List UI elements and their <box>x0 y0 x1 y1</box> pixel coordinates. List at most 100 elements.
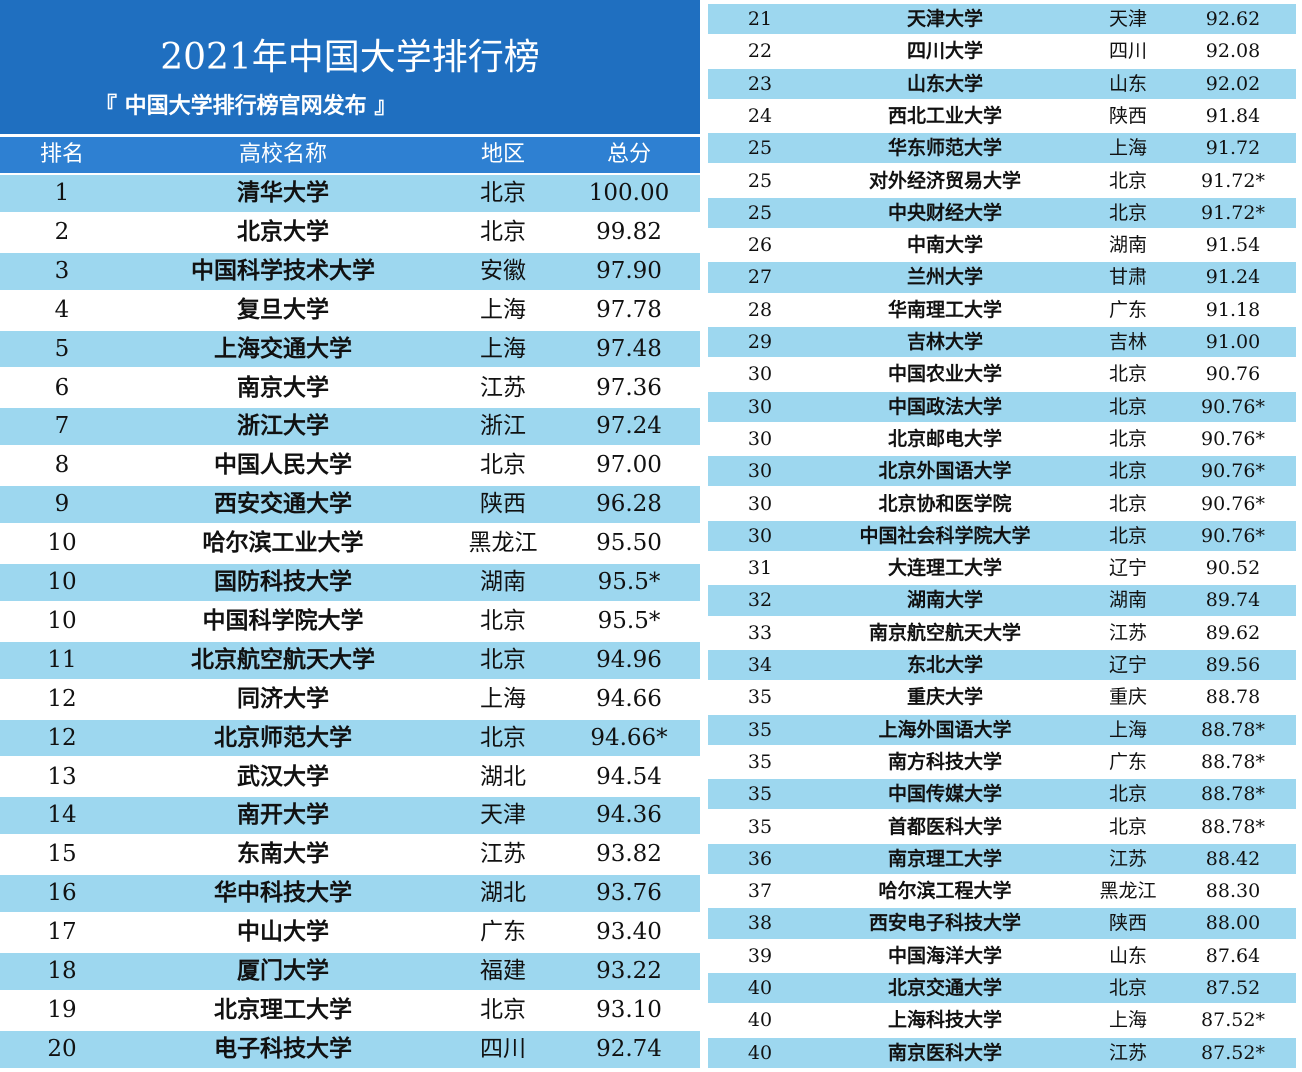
table-row: 25 华东师范大学 上海 91.72 <box>708 133 1296 164</box>
region: 湖南 <box>1108 234 1148 257</box>
score: 94.96 <box>596 646 662 673</box>
rank: 12 <box>47 724 77 751</box>
school-name: 浙江大学 <box>237 412 329 440</box>
rank: 25 <box>747 201 773 224</box>
school-name: 南京医科大学 <box>887 1041 1003 1064</box>
region: 辽宁 <box>1108 557 1148 580</box>
region: 江苏 <box>1108 847 1148 870</box>
region: 陕西 <box>1108 104 1148 127</box>
rank: 30 <box>747 363 773 386</box>
region: 江苏 <box>480 374 526 401</box>
school-name: 中国科学院大学 <box>202 606 364 634</box>
table-row: 18 厦门大学 福建 93.22 <box>0 953 700 990</box>
school-name: 华南理工大学 <box>887 298 1003 321</box>
table-row: 1 清华大学 北京 100.00 <box>0 175 700 212</box>
rank: 13 <box>47 763 77 790</box>
table-row: 8 中国人民大学 北京 97.00 <box>0 447 700 485</box>
rank: 25 <box>747 169 773 192</box>
rank: 40 <box>747 977 773 999</box>
score: 95.5* <box>597 607 661 634</box>
rank: 12 <box>47 685 77 712</box>
rank: 7 <box>54 413 70 440</box>
school-name: 北京航空航天大学 <box>191 645 375 673</box>
school-name: 南京大学 <box>237 373 329 401</box>
table-row: 30 北京邮电大学 北京 90.76* <box>708 423 1296 455</box>
school-name: 南京理工大学 <box>887 847 1003 870</box>
region: 北京 <box>1108 460 1148 483</box>
rank: 27 <box>747 266 773 289</box>
region: 江苏 <box>1108 621 1148 644</box>
score: 90.76 <box>1205 363 1261 386</box>
rank: 37 <box>747 880 773 903</box>
region: 浙江 <box>480 413 526 440</box>
rank: 5 <box>54 335 70 362</box>
rank: 22 <box>747 40 773 63</box>
rank: 33 <box>747 621 773 644</box>
school-name: 天津大学 <box>906 8 984 30</box>
score: 97.36 <box>596 374 662 401</box>
school-name: 哈尔滨工业大学 <box>202 529 364 557</box>
region: 北京 <box>480 180 526 206</box>
school-name: 重庆大学 <box>906 686 984 709</box>
rank: 11 <box>47 646 77 673</box>
region: 天津 <box>1108 8 1148 30</box>
score: 91.18 <box>1205 298 1261 321</box>
region: 吉林 <box>1108 331 1148 353</box>
score: 92.02 <box>1205 72 1261 95</box>
table-row: 30 中国政法大学 北京 90.76* <box>708 391 1296 422</box>
school-name: 南京航空航天大学 <box>868 621 1022 644</box>
score: 90.76* <box>1201 492 1265 515</box>
table-row: 37 哈尔滨工程大学 黑龙江 88.30 <box>708 876 1296 907</box>
table-row: 20 电子科技大学 四川 92.74 <box>0 1030 700 1068</box>
region: 上海 <box>480 685 526 712</box>
table-row: 36 南京理工大学 江苏 88.42 <box>708 843 1296 875</box>
region: 北京 <box>480 724 526 751</box>
table-row: 40 南京医科大学 江苏 87.52* <box>708 1037 1296 1068</box>
region: 北京 <box>1108 977 1148 999</box>
region: 北京 <box>1108 395 1148 418</box>
rank: 28 <box>747 298 773 321</box>
table-row: 5 上海交通大学 上海 97.48 <box>0 330 700 368</box>
region: 北京 <box>1108 363 1148 386</box>
region: 北京 <box>480 452 526 479</box>
table-row: 19 北京理工大学 北京 93.10 <box>0 991 700 1029</box>
rank: 16 <box>47 880 77 907</box>
school-name: 山东大学 <box>906 72 984 95</box>
score: 93.76 <box>596 880 662 907</box>
school-name: 武汉大学 <box>237 762 329 790</box>
region: 上海 <box>1108 1009 1148 1032</box>
table-row: 30 中国农业大学 北京 90.76 <box>708 359 1296 390</box>
school-name: 北京师范大学 <box>214 723 352 751</box>
table-row: 29 吉林大学 吉林 91.00 <box>708 327 1296 358</box>
table-row: 23 山东大学 山东 92.02 <box>708 68 1296 99</box>
score: 92.08 <box>1205 40 1261 63</box>
table-row: 24 西北工业大学 陕西 91.84 <box>708 100 1296 132</box>
column-header: 地区 <box>480 142 526 167</box>
table-row: 35 首都医科大学 北京 88.78* <box>708 811 1296 842</box>
rank: 36 <box>747 847 773 870</box>
table-row: 3 中国科学技术大学 安徽 97.90 <box>0 252 700 290</box>
table-row: 26 中南大学 湖南 91.54 <box>708 230 1296 261</box>
table-row: 22 四川大学 四川 92.08 <box>708 36 1296 67</box>
rank: 34 <box>747 654 773 676</box>
score: 95.5* <box>597 569 661 595</box>
rank: 40 <box>747 1041 773 1064</box>
school-name: 西安交通大学 <box>214 490 352 518</box>
rank: 4 <box>54 296 70 323</box>
table-row: 11 北京航空航天大学 北京 94.96 <box>0 641 700 679</box>
rank: 24 <box>747 104 773 127</box>
table-row: 10 哈尔滨工业大学 黑龙江 95.50 <box>0 525 700 562</box>
school-name: 南开大学 <box>237 801 329 829</box>
school-name: 上海科技大学 <box>887 1009 1003 1032</box>
score: 95.50 <box>596 530 662 557</box>
table-row: 10 国防科技大学 湖南 95.5* <box>0 564 700 601</box>
school-name: 中国政法大学 <box>887 395 1003 418</box>
rank: 18 <box>47 958 77 984</box>
rank: 35 <box>747 686 773 709</box>
school-name: 北京交通大学 <box>887 977 1003 999</box>
table-row: 4 复旦大学 上海 97.78 <box>0 291 700 329</box>
score: 94.66 <box>596 685 662 712</box>
school-name: 北京外国语大学 <box>878 460 1012 483</box>
table-row: 10 中国科学院大学 北京 95.5* <box>0 602 700 640</box>
score: 91.54 <box>1205 234 1261 257</box>
